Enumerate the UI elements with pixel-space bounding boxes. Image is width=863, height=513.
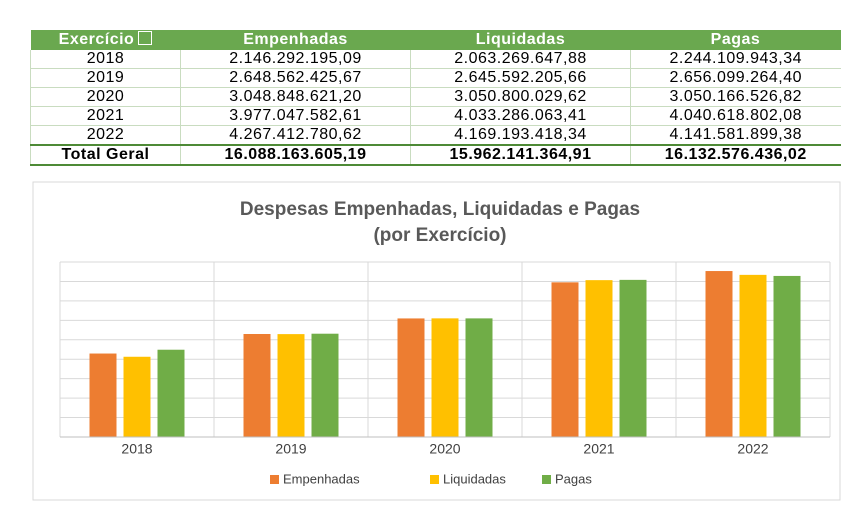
table-cell: 3.048.848.621,20 [180, 87, 411, 107]
legend-label: Empenhadas [283, 471, 360, 486]
bar [739, 274, 767, 437]
legend-label: Pagas [555, 471, 592, 486]
table-cell: 2.648.562.425,67 [180, 68, 411, 88]
chart-title: Despesas Empenhadas, Liquidadas e Pagas [240, 199, 640, 220]
table-cell: 2022 [30, 125, 181, 146]
table-row: 2022 4.267.412.780,62 4.169.193.418,34 4.14… [30, 125, 841, 146]
x-tick-label: 2019 [275, 441, 306, 457]
bar [243, 334, 271, 437]
total-cell: 16.088.163.605,19 [180, 144, 411, 166]
bar [773, 275, 801, 437]
header-text: Exercício [58, 31, 135, 48]
bar [465, 318, 493, 437]
x-tick-label: 2020 [429, 441, 460, 457]
x-tick-label: 2021 [583, 441, 614, 457]
header-cell: Pagas [630, 30, 841, 50]
bar [311, 333, 339, 437]
table-cell: 4.141.581.899,38 [630, 125, 841, 146]
header-text: Pagas [710, 31, 761, 48]
table-cell: 2.146.292.195,09 [180, 50, 411, 69]
table-cell: 2.645.592.205,66 [410, 68, 631, 88]
header-text: Empenhadas [243, 31, 348, 48]
table-cell: 4.040.618.802,08 [630, 106, 841, 126]
legend-swatch [270, 475, 279, 484]
header-row: Exercício Empenhadas Liquidadas Pagas [30, 30, 841, 50]
x-tick-label: 2022 [737, 441, 768, 457]
bar [89, 353, 117, 437]
legend-swatch [430, 475, 439, 484]
table-cell: 2018 [30, 50, 181, 69]
bar [157, 349, 185, 437]
table-row: 2018 2.146.292.195,09 2.063.269.647,88 2.24… [30, 50, 841, 69]
table-cell: 2021 [30, 106, 181, 126]
bar [277, 334, 305, 437]
filter-icon [138, 31, 153, 45]
table-cell: 4.267.412.780,62 [180, 125, 411, 146]
bar [431, 318, 459, 437]
x-tick-label: 2018 [121, 441, 152, 457]
total-cell: 16.132.576.436,02 [630, 144, 841, 166]
table-cell: 3.977.047.582,61 [180, 106, 411, 126]
header-cell: Exercício [30, 30, 181, 50]
table-cell: 3.050.166.526,82 [630, 87, 841, 107]
total-cell: 15.962.141.364,91 [410, 144, 631, 166]
header-cell: Empenhadas [180, 30, 411, 50]
total-cell: Total Geral [30, 144, 181, 166]
table-row: 2021 3.977.047.582,61 4.033.286.063,41 4.04… [30, 106, 841, 126]
table-cell: 4.169.193.418,34 [410, 125, 631, 146]
bar [705, 271, 733, 437]
chart-subtitle: (por Exercício) [373, 225, 506, 246]
table-cell: 3.050.800.029,62 [410, 87, 631, 107]
header-text: Liquidadas [475, 31, 566, 48]
table-row: 2019 2.648.562.425,67 2.645.592.205,66 2.65… [30, 68, 841, 88]
bar [397, 318, 425, 437]
bar [619, 279, 647, 437]
legend-swatch [542, 475, 551, 484]
table-row: 2020 3.048.848.621,20 3.050.800.029,62 3.05… [30, 87, 841, 107]
table-cell: 2.656.099.264,40 [630, 68, 841, 88]
bar [585, 280, 613, 437]
table-cell: 2019 [30, 68, 181, 88]
bar [123, 356, 151, 437]
data-table: Exercício Empenhadas Liquidadas Pagas 2018 2.… [30, 30, 841, 166]
bar [551, 282, 579, 437]
total-row: Total Geral 16.088.163.605,19 15.962.141.3… [30, 144, 841, 166]
table-cell: 2.063.269.647,88 [410, 50, 631, 69]
table-cell: 2.244.109.943,34 [630, 50, 841, 69]
table-cell: 4.033.286.063,41 [410, 106, 631, 126]
header-cell: Liquidadas [410, 30, 631, 50]
legend-label: Liquidadas [443, 471, 506, 486]
table-cell: 2020 [30, 87, 181, 107]
